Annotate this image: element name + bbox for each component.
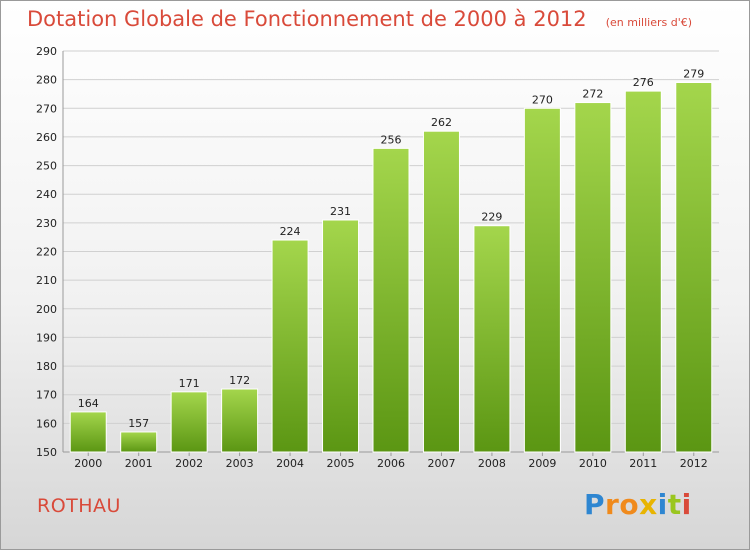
bar-value-label: 171 — [179, 377, 200, 390]
logo-letter: i — [681, 488, 692, 521]
bar-2004 — [271, 239, 309, 453]
y-tick-label: 280 — [36, 74, 57, 87]
y-tick-label: 230 — [36, 217, 57, 230]
bar-2012 — [675, 82, 713, 453]
x-tick-label: 2005 — [327, 457, 355, 470]
x-tick-label: 2009 — [528, 457, 556, 470]
bar-value-label: 276 — [633, 76, 654, 89]
bar-value-label: 270 — [532, 93, 553, 106]
logo-letter: r — [605, 488, 620, 521]
x-tick-label: 2006 — [377, 457, 405, 470]
logo-letter: P — [584, 488, 606, 521]
y-tick-label: 200 — [36, 303, 57, 316]
bar-2002 — [170, 391, 208, 453]
y-tick-label: 160 — [36, 417, 57, 430]
y-tick-label: 250 — [36, 160, 57, 173]
y-tick-label: 240 — [36, 188, 57, 201]
bar-2006 — [372, 147, 410, 453]
y-tick-label: 190 — [36, 331, 57, 344]
x-tick-label: 2010 — [579, 457, 607, 470]
x-tick-label: 2011 — [629, 457, 657, 470]
commune-name: ROTHAU — [37, 495, 121, 517]
y-tick-label: 260 — [36, 131, 57, 144]
bar-value-label: 157 — [128, 417, 149, 430]
bar-value-label: 256 — [381, 133, 402, 146]
logo-letter: i — [657, 488, 668, 521]
label-layer: 164 157 171 172 224 231 256 262 229 270 272 276 279 — [78, 68, 705, 430]
y-tick-label: 180 — [36, 360, 57, 373]
bar-value-label: 224 — [280, 225, 301, 238]
bar-2010 — [574, 102, 612, 453]
logo-letter: x — [639, 488, 658, 521]
proxiti-logo: Proxiti — [584, 488, 692, 521]
y-tick-label: 210 — [36, 274, 57, 287]
bar-2008 — [473, 225, 511, 453]
x-tick-label: 2002 — [175, 457, 203, 470]
bar-2007 — [422, 130, 460, 453]
bar-2005 — [322, 219, 360, 453]
x-tick-label: 2004 — [276, 457, 304, 470]
title-row: Dotation Globale de Fonctionnement de 20… — [27, 7, 692, 31]
y-tick-label: 150 — [36, 446, 57, 459]
x-tick-label: 2012 — [680, 457, 708, 470]
x-tick-label: 2007 — [427, 457, 455, 470]
x-tick-label: 2001 — [125, 457, 153, 470]
logo-letter: o — [619, 488, 640, 521]
bar-2003 — [221, 388, 259, 453]
bar-value-label: 272 — [582, 88, 603, 101]
bar-value-label: 262 — [431, 116, 452, 129]
bar-2001 — [120, 431, 158, 453]
y-tick-label: 220 — [36, 246, 57, 259]
y-tick-label: 170 — [36, 389, 57, 402]
chart-subtitle: (en milliers d'€) — [605, 16, 693, 29]
bar-2000 — [69, 411, 107, 453]
x-tick-label: 2003 — [226, 457, 254, 470]
bar-value-label: 172 — [229, 374, 250, 387]
bar-2011 — [624, 90, 662, 453]
bar-layer — [69, 82, 713, 453]
y-tick-label: 290 — [36, 45, 57, 58]
chart-title: Dotation Globale de Fonctionnement de 20… — [27, 7, 587, 31]
y-tick-label: 270 — [36, 102, 57, 115]
bar-2009 — [523, 107, 561, 453]
bar-value-label: 279 — [683, 68, 704, 81]
bar-value-label: 231 — [330, 205, 351, 218]
bar-value-label: 164 — [78, 397, 99, 410]
x-tick-label: 2000 — [74, 457, 102, 470]
x-tick-label: 2008 — [478, 457, 506, 470]
logo-letter: t — [667, 488, 682, 521]
bar-value-label: 229 — [481, 211, 502, 224]
